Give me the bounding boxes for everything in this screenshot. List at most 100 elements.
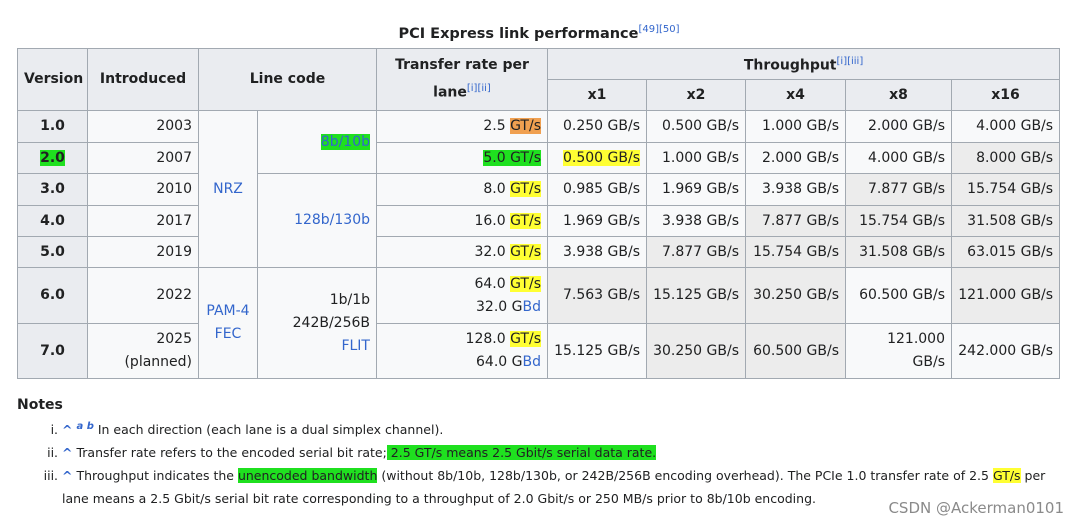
symbol-rate: 64.0 GBd <box>383 351 541 374</box>
header-line-code: Line code <box>198 48 377 111</box>
note-caret[interactable]: ^ <box>62 468 73 483</box>
modulation[interactable]: PAM-4 <box>206 303 250 319</box>
introduced-cell: 2003 <box>87 110 199 143</box>
throughput: 4.000 GB/s <box>976 118 1054 134</box>
rate-unit: GT/s <box>510 243 541 260</box>
note: ^ a b In each direction (each lane is a … <box>62 418 1072 441</box>
table-row: 1.0 2003 NRZ 8b/10b 2.5 GT/s 0.250 GB/s 0.500 … <box>17 110 1061 268</box>
version-cell: 2.0 <box>17 142 88 174</box>
transfer-rate-cell: 2.5 GT/s <box>376 110 548 143</box>
throughput: 30.250 GB/s <box>653 342 739 359</box>
note-text: Throughput indicates the <box>76 468 238 483</box>
throughput: 7.877 GB/s <box>868 181 945 197</box>
rate-unit: GT/s <box>510 331 541 347</box>
rate-value: 5.0 <box>483 149 506 166</box>
throughput-cell: 7.877 GB/s <box>745 205 846 237</box>
transfer-rate: 5.0 GT/s <box>383 147 541 170</box>
throughput-cell: 60.500 GB/s <box>745 323 846 379</box>
rate-unit: GT/s <box>510 149 541 166</box>
throughput-cell: 8.000 GB/s <box>950 142 1061 174</box>
throughput-cell: 30.250 GB/s <box>745 267 846 324</box>
version: 2.0 <box>40 149 65 166</box>
transfer-rate: 64.0 GT/s <box>383 273 541 296</box>
modulation[interactable]: NRZ <box>213 180 243 197</box>
throughput-cell: 15.754 GB/s <box>745 236 846 268</box>
transfer-highlight: 5.0 GT/s <box>483 149 541 166</box>
throughput: 8.000 GB/s <box>976 149 1054 166</box>
rate-value: 128.0 <box>465 331 506 347</box>
throughput-cell: 31.508 GB/s <box>950 205 1061 237</box>
rate-unit: GT/s <box>510 181 541 197</box>
introduced-cell: 2019 <box>87 236 199 268</box>
version: 6.0 <box>40 287 65 303</box>
throughput-cell: 3.938 GB/s <box>547 236 647 268</box>
throughput-cell: 1.000 GB/s <box>646 142 746 174</box>
throughput-cell: 31.508 GB/s <box>845 236 952 268</box>
header-lane: x16 <box>950 79 1061 111</box>
throughput: 30.250 GB/s <box>753 287 839 303</box>
table-row: 2.0 2007 5.0 GT/s 0.500 GB/s 1.000 GB/s 2.000… <box>17 142 1061 174</box>
throughput-cell: 1.969 GB/s <box>547 205 647 237</box>
throughput-cell: 0.500 GB/s <box>646 110 746 143</box>
throughput-cell: 4.000 GB/s <box>845 142 952 174</box>
throughput-cell: 7.877 GB/s <box>646 236 746 268</box>
header-throughput-refs[interactable]: [i][iii] <box>836 56 864 68</box>
throughput: 15.754 GB/s <box>859 212 945 229</box>
throughput: 242.000 GB/s <box>958 342 1054 359</box>
note-caret[interactable]: ^ <box>62 422 73 437</box>
throughput-cell: 2.000 GB/s <box>845 110 952 143</box>
throughput-cell: 30.250 GB/s <box>646 323 746 379</box>
note: ^ Transfer rate refers to the encoded se… <box>62 441 1072 464</box>
note-text: per lane means a 2.5 Gbit/s serial bit r… <box>62 468 1046 506</box>
symbol-value: 64.0 G <box>476 354 523 370</box>
caption-refs[interactable]: [49][50] <box>638 24 680 35</box>
rate-unit: GT/s <box>510 118 541 134</box>
throughput-cell: 1.000 GB/s <box>745 110 846 143</box>
symbol-rate: 32.0 GBd <box>383 296 541 319</box>
introduced: 2007 <box>156 149 192 166</box>
throughput-cell: 121.000 GB/s <box>950 267 1061 324</box>
modulation[interactable]: FEC <box>214 326 242 342</box>
watermark: CSDN @Ackerman0101 <box>888 499 1064 517</box>
note-text: (without 8b/10b, 128b/130b, or 242B/256B… <box>377 468 993 483</box>
throughput: 0.985 GB/s <box>563 181 640 197</box>
symbol-unit: Bd <box>522 298 542 315</box>
throughput: 15.125 GB/s <box>554 342 640 359</box>
header-transfer-refs[interactable]: [i][ii] <box>466 83 491 95</box>
version: 7.0 <box>40 342 65 359</box>
header-lane: x4 <box>745 79 846 111</box>
introduced: 2019 <box>156 243 192 260</box>
encoding-cell: 128b/130b <box>257 173 377 268</box>
encoding-text: 242B/256B <box>292 314 370 331</box>
throughput-cell: 7.877 GB/s <box>845 173 952 206</box>
note-backrefs[interactable]: a b <box>76 420 94 432</box>
throughput-cell: 4.000 GB/s <box>950 110 1061 143</box>
throughput-cell: 0.500 GB/s <box>547 142 647 174</box>
transfer-rate: 8.0 GT/s <box>383 178 541 201</box>
encoding-text: FLIT <box>341 337 370 354</box>
caption-text: PCI Express link performance <box>398 25 639 42</box>
version-cell: 4.0 <box>17 205 88 237</box>
throughput: 121.000 GB/s <box>887 331 945 370</box>
throughput: 31.508 GB/s <box>967 212 1054 229</box>
transfer-rate-cell: 64.0 GT/s 32.0 GBd <box>376 267 548 324</box>
notes-heading: Notes <box>17 397 63 413</box>
version-cell: 5.0 <box>17 236 88 268</box>
note-text: In each direction (each lane is a dual s… <box>97 422 444 437</box>
throughput-cell: 121.000 GB/s <box>845 323 952 379</box>
throughput-cell: 0.250 GB/s <box>547 110 647 143</box>
throughput: 3.938 GB/s <box>762 181 839 197</box>
note-caret[interactable]: ^ <box>62 445 73 460</box>
version: 4.0 <box>40 212 65 229</box>
throughput-cell: 15.754 GB/s <box>950 173 1061 206</box>
rate-unit: GT/s <box>510 275 541 292</box>
throughput: 3.938 GB/s <box>662 212 739 229</box>
header-version: Version <box>17 48 88 111</box>
throughput-cell: 2.000 GB/s <box>745 142 846 174</box>
encoding: 242B/256B <box>264 312 370 335</box>
throughput-cell: 60.500 GB/s <box>845 267 952 324</box>
performance-table: Version Introduced Line code Transfer ra… <box>17 48 1061 379</box>
throughput: 1.000 GB/s <box>762 118 839 134</box>
transfer-rate-cell: 16.0 GT/s <box>376 205 548 237</box>
